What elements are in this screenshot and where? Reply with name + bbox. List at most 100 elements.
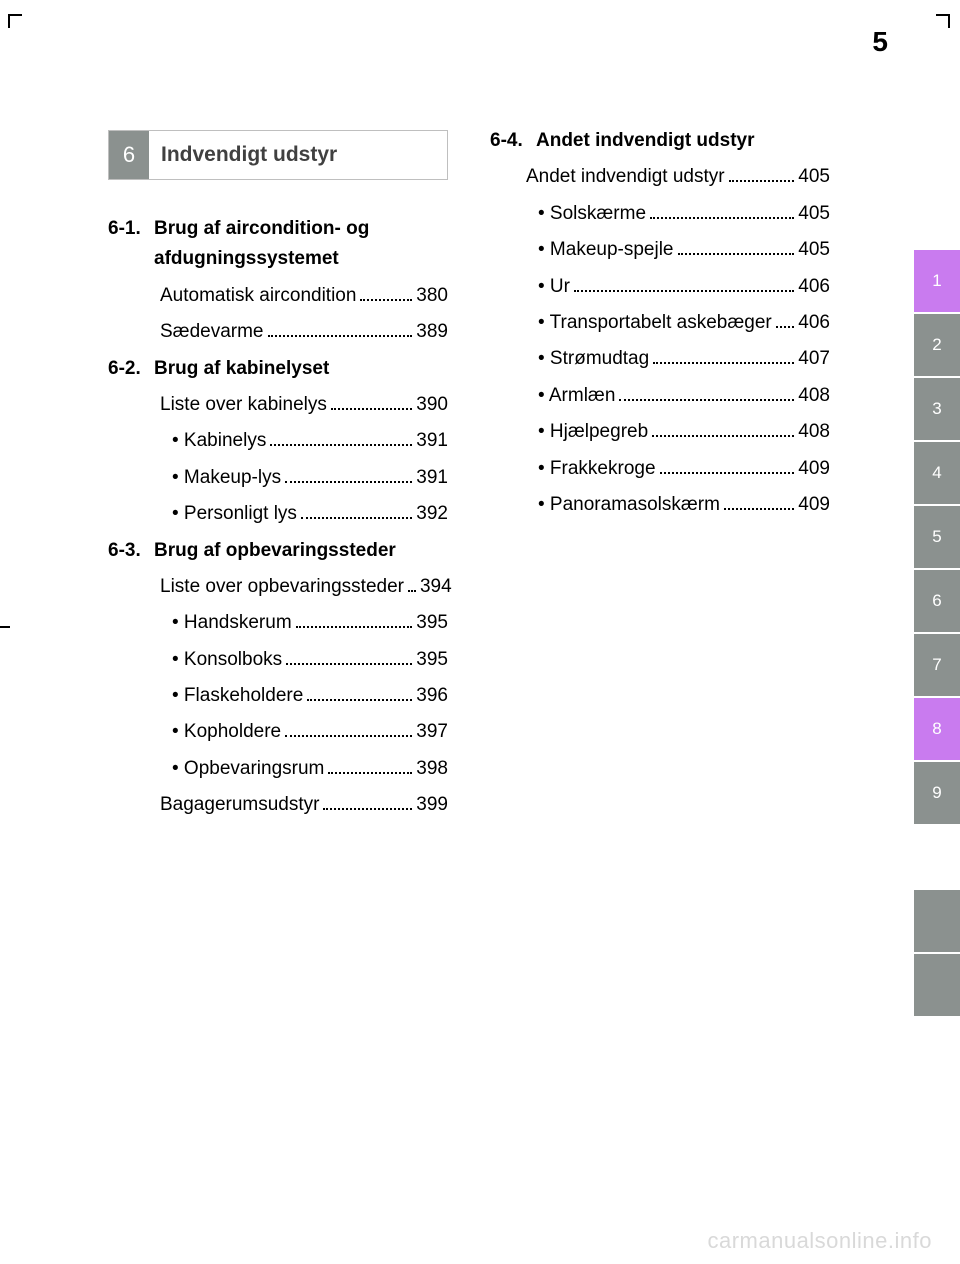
toc-entry: • Kabinelys391 (108, 426, 448, 456)
toc-entry-page: 394 (420, 572, 452, 602)
toc-leader-dots (328, 755, 412, 774)
toc-leader-dots (660, 455, 795, 474)
crop-mark-tl (8, 14, 22, 28)
chapter-tab-9: 9 (914, 762, 960, 824)
toc-entry-label: • Makeup-spejle (538, 235, 674, 265)
toc-entry-page: 408 (798, 417, 830, 447)
toc-leader-dots (286, 646, 412, 665)
toc-entry-label: Automatisk aircondition (160, 281, 356, 311)
toc-leader-dots (331, 391, 412, 410)
toc-entry-label: • Panoramasolskærm (538, 490, 720, 520)
toc-leader-dots (724, 491, 794, 510)
toc-leader-dots (270, 427, 412, 446)
toc-entry-label: • Strømudtag (538, 344, 649, 374)
toc-entry: • Hjælpegreb 408 (490, 417, 830, 447)
toc-entry-label: Andet indvendigt udstyr (526, 162, 725, 192)
chapter-tab-8: 8 (914, 698, 960, 760)
chapter-tab-7: 7 (914, 634, 960, 696)
toc-leader-dots (650, 200, 794, 219)
toc-entry-label: Liste over kabinelys (160, 390, 327, 420)
chapter-tab-11 (914, 890, 960, 952)
toc-heading: 6-3.Brug af opbevaringssteder (108, 536, 448, 566)
toc-leader-dots (285, 718, 412, 737)
toc-entry-label: • Armlæn (538, 381, 615, 411)
toc-entry-page: 399 (416, 790, 448, 820)
toc-entry: • Personligt lys 392 (108, 499, 448, 529)
toc-entry-label: Liste over opbevaringssteder (160, 572, 404, 602)
toc-entry-page: 409 (798, 490, 830, 520)
toc-heading-text: Brug af opbevaringssteder (154, 536, 438, 566)
toc-entry-page: 405 (798, 235, 830, 265)
chapter-tabs: 123456789 (914, 250, 960, 1018)
toc-entry-label: • Kopholdere (172, 717, 281, 747)
toc-entry: • Makeup-lys391 (108, 463, 448, 493)
toc-leader-dots (729, 163, 795, 182)
chapter-tab-3: 3 (914, 378, 960, 440)
toc-leader-dots (408, 573, 416, 592)
toc-leader-dots (268, 318, 413, 337)
toc-entry: • Ur406 (490, 272, 830, 302)
toc-entry: • Makeup-spejle 405 (490, 235, 830, 265)
toc-leader-dots (574, 273, 794, 292)
toc-entry-page: 405 (798, 162, 830, 192)
toc-heading-num: 6-1. (108, 214, 154, 244)
toc-entry-page: 380 (416, 281, 448, 311)
chapter-tab-12 (914, 954, 960, 1016)
toc-entry: • Armlæn 408 (490, 381, 830, 411)
toc-entry-label: Sædevarme (160, 317, 264, 347)
toc-leader-dots (619, 382, 794, 401)
toc-entry-label: • Hjælpegreb (538, 417, 648, 447)
toc-entry-page: 406 (798, 308, 830, 338)
chapter-tab-1: 1 (914, 250, 960, 312)
toc-entry-label: • Personligt lys (172, 499, 297, 529)
toc-entry-page: 391 (416, 426, 448, 456)
toc-entry-page: 406 (798, 272, 830, 302)
toc-entry-page: 395 (416, 645, 448, 675)
toc-entry-label: • Handskerum (172, 608, 292, 638)
toc-entry-page: 398 (416, 754, 448, 784)
toc-entry-label: Bagagerumsudstyr (160, 790, 319, 820)
crop-tick-left (0, 626, 10, 628)
toc-entry: • Kopholdere 397 (108, 717, 448, 747)
toc-entry: • Frakkekroge409 (490, 454, 830, 484)
toc-entry: • Handskerum 395 (108, 608, 448, 638)
toc-entry: Automatisk aircondition 380 (108, 281, 448, 311)
toc-entry-label: • Solskærme (538, 199, 646, 229)
chapter-tab-6: 6 (914, 570, 960, 632)
toc-entry-page: 405 (798, 199, 830, 229)
toc-entry-page: 392 (416, 499, 448, 529)
toc-leader-dots (360, 282, 412, 301)
toc-entry-label: • Makeup-lys (172, 463, 281, 493)
toc-leader-dots (652, 418, 794, 437)
crop-mark-tr (936, 14, 950, 28)
toc-entry-page: 396 (416, 681, 448, 711)
toc-entry: Andet indvendigt udstyr 405 (490, 162, 830, 192)
toc-leader-dots (653, 345, 794, 364)
toc-entry: Liste over kabinelys390 (108, 390, 448, 420)
toc-heading: 6-4.Andet indvendigt udstyr (490, 126, 830, 156)
toc-entry: • Transportabelt askebæger406 (490, 308, 830, 338)
page-number: 5 (872, 26, 888, 58)
toc-leader-dots (323, 791, 412, 810)
toc-entry-page: 395 (416, 608, 448, 638)
toc-entry-label: • Flaskeholdere (172, 681, 303, 711)
chapter-tab-2: 2 (914, 314, 960, 376)
toc-heading: 6-2.Brug af kabinelyset (108, 354, 448, 384)
toc-entry-page: 408 (798, 381, 830, 411)
toc-entry: Liste over opbevaringssteder394 (108, 572, 448, 602)
toc-heading-text: Brug af kabinelyset (154, 354, 438, 384)
toc-leader-dots (296, 609, 413, 628)
toc-heading: 6-1.Brug af aircondition- og afdugningss… (108, 214, 448, 275)
toc-entry-label: • Opbevaringsrum (172, 754, 324, 784)
toc-left-column: 6-1.Brug af aircondition- og afdugningss… (108, 208, 448, 821)
toc-leader-dots (678, 236, 795, 255)
toc-entry-page: 389 (416, 317, 448, 347)
toc-entry: • Flaskeholdere 396 (108, 681, 448, 711)
toc-entry: • Opbevaringsrum 398 (108, 754, 448, 784)
toc-entry: Sædevarme 389 (108, 317, 448, 347)
watermark: carmanualsonline.info (707, 1228, 932, 1254)
toc-leader-dots (776, 309, 795, 328)
toc-entry-page: 407 (798, 344, 830, 374)
toc-entry-page: 397 (416, 717, 448, 747)
toc-leader-dots (307, 682, 412, 701)
